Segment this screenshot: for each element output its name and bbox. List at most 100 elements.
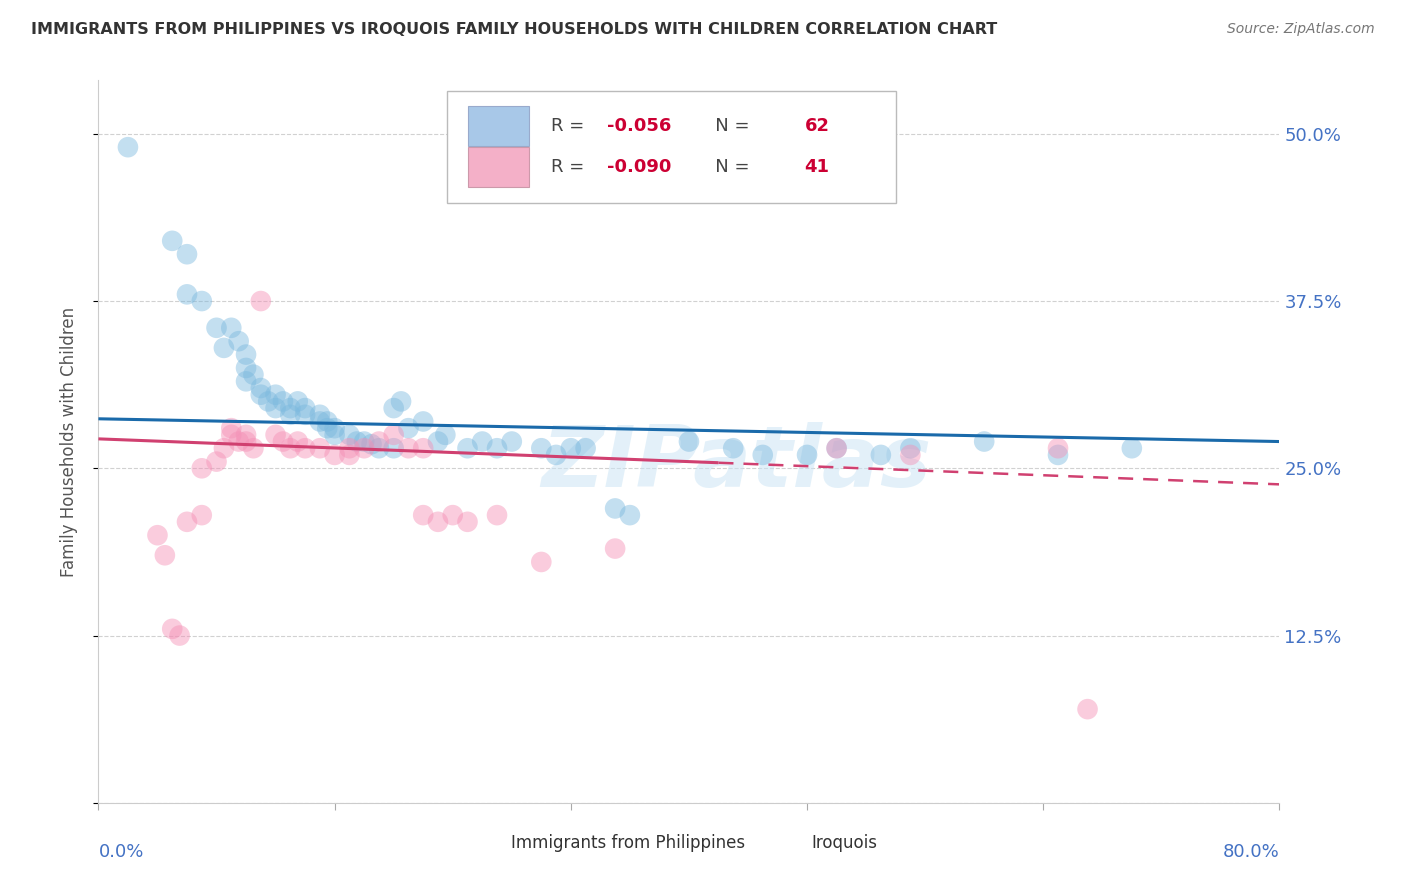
- Point: [169, 628, 191, 642]
- Point: [605, 541, 627, 556]
- Point: [752, 448, 775, 462]
- Point: [117, 140, 139, 154]
- Point: [205, 321, 228, 335]
- Point: [191, 294, 214, 309]
- Point: [309, 414, 332, 429]
- Text: -0.090: -0.090: [607, 158, 672, 176]
- Point: [501, 434, 523, 449]
- Point: [212, 341, 235, 355]
- Point: [280, 408, 302, 422]
- Point: [242, 368, 264, 382]
- Point: [235, 434, 257, 449]
- Point: [434, 427, 457, 442]
- Text: R =: R =: [551, 158, 589, 176]
- Point: [796, 448, 818, 462]
- Point: [346, 434, 368, 449]
- Point: [221, 427, 243, 442]
- Y-axis label: Family Households with Children: Family Households with Children: [59, 307, 77, 576]
- Text: R =: R =: [551, 117, 589, 135]
- Point: [294, 442, 316, 455]
- Text: 41: 41: [804, 158, 830, 176]
- Point: [427, 515, 450, 529]
- Bar: [468, 106, 530, 145]
- Point: [973, 434, 995, 449]
- Point: [1121, 442, 1143, 455]
- Point: [471, 434, 494, 449]
- Point: [575, 442, 598, 455]
- Point: [176, 247, 198, 261]
- Point: [316, 414, 339, 429]
- Point: [619, 508, 641, 523]
- Text: IMMIGRANTS FROM PHILIPPINES VS IROQUOIS FAMILY HOUSEHOLDS WITH CHILDREN CORRELAT: IMMIGRANTS FROM PHILIPPINES VS IROQUOIS …: [31, 22, 997, 37]
- Point: [398, 421, 420, 435]
- Point: [382, 401, 405, 416]
- Text: -0.056: -0.056: [607, 117, 672, 135]
- Point: [353, 434, 375, 449]
- Point: [221, 421, 243, 435]
- Point: [280, 401, 302, 416]
- FancyBboxPatch shape: [447, 91, 896, 203]
- Point: [412, 442, 434, 455]
- Point: [605, 501, 627, 516]
- Bar: [453, 833, 502, 854]
- Point: [153, 548, 176, 563]
- Text: Immigrants from Philippines: Immigrants from Philippines: [510, 834, 745, 852]
- Point: [221, 321, 243, 335]
- Point: [825, 442, 848, 455]
- Point: [242, 442, 264, 455]
- Point: [228, 434, 250, 449]
- Point: [398, 442, 420, 455]
- Point: [235, 375, 257, 389]
- Point: [176, 287, 198, 301]
- Point: [191, 508, 214, 523]
- Text: ZIPatlas: ZIPatlas: [541, 422, 931, 505]
- Point: [412, 508, 434, 523]
- Text: 62: 62: [804, 117, 830, 135]
- Bar: [754, 833, 803, 854]
- Point: [368, 434, 391, 449]
- Point: [427, 434, 450, 449]
- Point: [235, 348, 257, 362]
- Point: [294, 401, 316, 416]
- Point: [382, 427, 405, 442]
- Point: [323, 421, 346, 435]
- Point: [678, 434, 700, 449]
- Point: [271, 434, 294, 449]
- Point: [360, 437, 382, 451]
- Bar: [468, 147, 530, 186]
- Point: [323, 427, 346, 442]
- Point: [900, 442, 922, 455]
- Point: [412, 414, 434, 429]
- Point: [250, 387, 273, 401]
- Point: [146, 528, 169, 542]
- Text: 80.0%: 80.0%: [1223, 843, 1279, 861]
- Point: [1046, 448, 1070, 462]
- Point: [457, 442, 479, 455]
- Point: [228, 334, 250, 349]
- Point: [382, 442, 405, 455]
- Point: [1046, 442, 1070, 455]
- Point: [530, 442, 553, 455]
- Point: [316, 421, 339, 435]
- Point: [339, 442, 361, 455]
- Point: [900, 448, 922, 462]
- Point: [162, 234, 183, 248]
- Text: N =: N =: [699, 158, 755, 176]
- Point: [257, 394, 280, 409]
- Point: [353, 442, 375, 455]
- Point: [294, 408, 316, 422]
- Point: [264, 401, 287, 416]
- Point: [486, 508, 509, 523]
- Point: [309, 408, 332, 422]
- Point: [530, 555, 553, 569]
- Point: [287, 394, 309, 409]
- Point: [250, 381, 273, 395]
- Point: [323, 448, 346, 462]
- Point: [280, 442, 302, 455]
- Point: [457, 515, 479, 529]
- Point: [264, 387, 287, 401]
- Point: [235, 361, 257, 376]
- Point: [212, 442, 235, 455]
- Point: [339, 427, 361, 442]
- Point: [309, 442, 332, 455]
